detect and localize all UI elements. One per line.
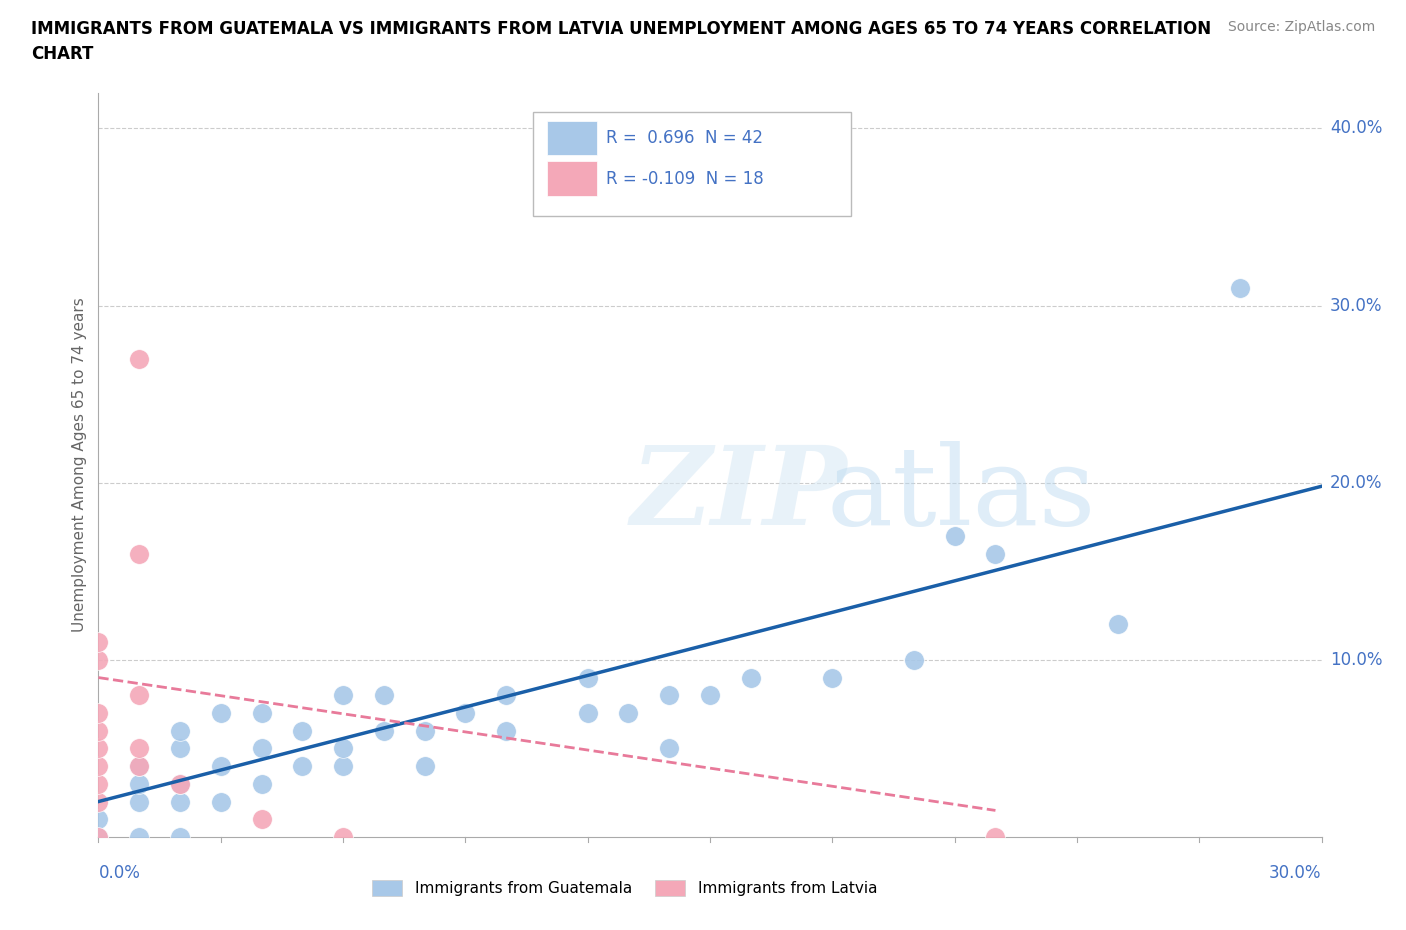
Text: R = -0.109  N = 18: R = -0.109 N = 18 [606,169,763,188]
Point [617,706,640,721]
Point [209,706,232,721]
Point [1107,617,1129,631]
Point [87,741,110,756]
Point [87,777,110,791]
Point [169,741,191,756]
Point [87,634,110,649]
Point [87,706,110,721]
Point [332,741,354,756]
Point [576,671,599,685]
Point [332,688,354,703]
Point [87,794,110,809]
Point [413,759,436,774]
Point [454,706,477,721]
Point [576,706,599,721]
Point [128,352,150,366]
Y-axis label: Unemployment Among Ages 65 to 74 years: Unemployment Among Ages 65 to 74 years [72,298,87,632]
Point [128,777,150,791]
Point [87,830,110,844]
Point [169,777,191,791]
Point [291,759,314,774]
Point [209,759,232,774]
Point [291,724,314,738]
Text: ZIP: ZIP [630,441,848,549]
Point [373,688,395,703]
Point [699,688,721,703]
Point [1229,281,1251,296]
Point [209,794,232,809]
Point [87,812,110,827]
Point [128,688,150,703]
Point [128,830,150,844]
Point [128,759,150,774]
Point [943,528,966,543]
Point [250,777,273,791]
Point [740,671,762,685]
Point [169,777,191,791]
Point [87,759,110,774]
Point [128,546,150,561]
Point [413,724,436,738]
Point [250,706,273,721]
Point [658,688,681,703]
Text: R =  0.696  N = 42: R = 0.696 N = 42 [606,128,763,147]
FancyBboxPatch shape [533,112,851,216]
Point [169,724,191,738]
Text: 20.0%: 20.0% [1330,473,1382,492]
Text: Source: ZipAtlas.com: Source: ZipAtlas.com [1227,20,1375,34]
Point [128,759,150,774]
Point [373,724,395,738]
Point [495,688,517,703]
Text: 0.0%: 0.0% [98,864,141,882]
Text: 10.0%: 10.0% [1330,651,1382,669]
Point [87,653,110,668]
Point [250,812,273,827]
Point [87,830,110,844]
Point [495,724,517,738]
Legend: Immigrants from Guatemala, Immigrants from Latvia: Immigrants from Guatemala, Immigrants fr… [371,881,877,897]
Text: atlas: atlas [827,441,1095,549]
Point [332,830,354,844]
Point [332,759,354,774]
Point [128,794,150,809]
Text: 30.0%: 30.0% [1330,297,1382,314]
Point [903,653,925,668]
Text: 30.0%: 30.0% [1270,864,1322,882]
FancyBboxPatch shape [547,162,598,195]
Text: 40.0%: 40.0% [1330,119,1382,138]
Point [169,830,191,844]
Point [821,671,844,685]
Point [984,546,1007,561]
Text: CHART: CHART [31,45,93,62]
Point [658,741,681,756]
Point [87,724,110,738]
Text: IMMIGRANTS FROM GUATEMALA VS IMMIGRANTS FROM LATVIA UNEMPLOYMENT AMONG AGES 65 T: IMMIGRANTS FROM GUATEMALA VS IMMIGRANTS … [31,20,1211,38]
Point [250,741,273,756]
Point [169,794,191,809]
Point [128,741,150,756]
Point [984,830,1007,844]
FancyBboxPatch shape [547,121,598,154]
